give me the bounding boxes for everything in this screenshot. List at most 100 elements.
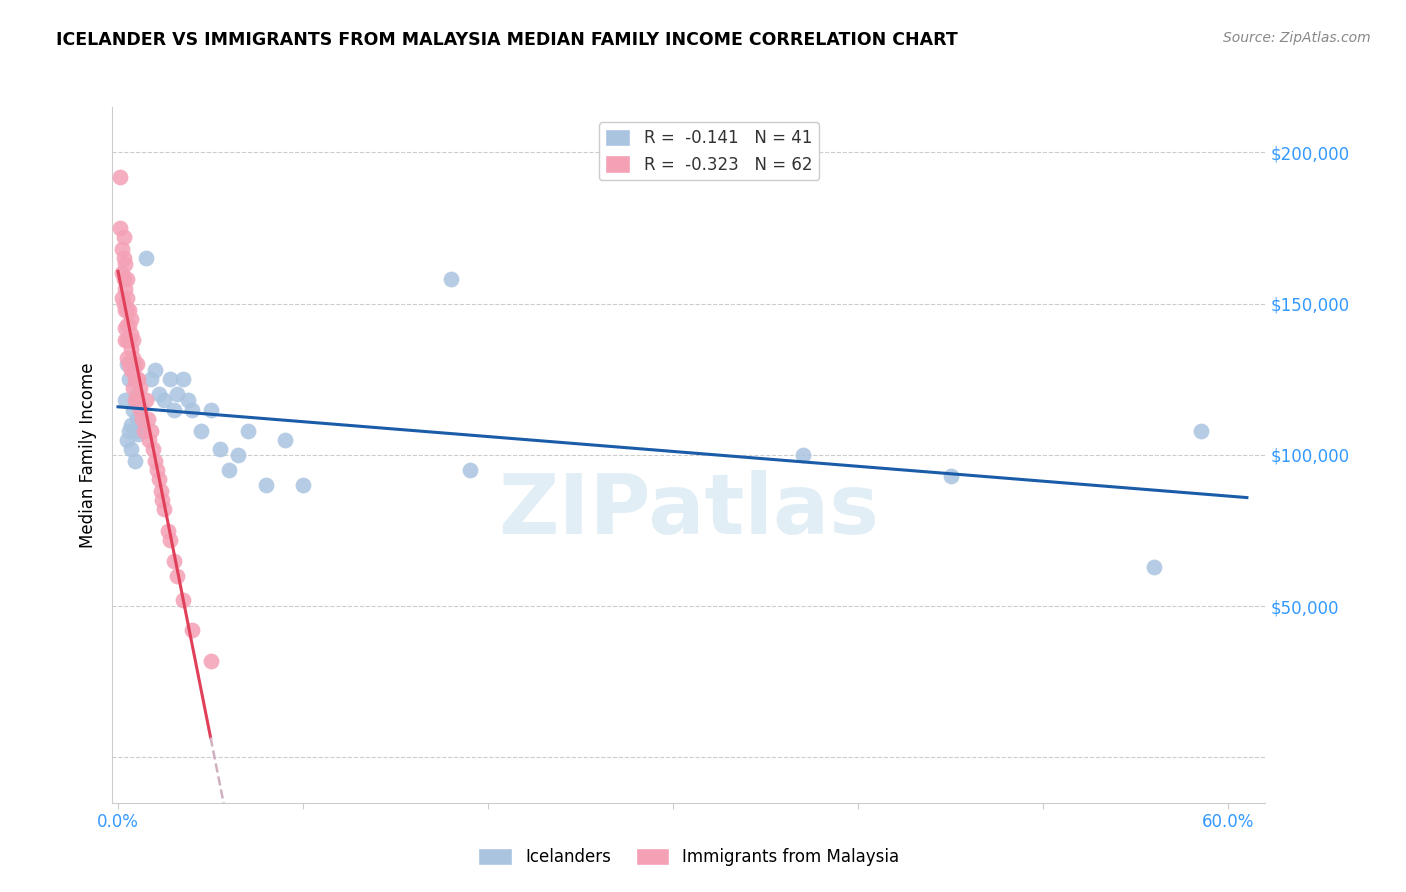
Point [111,242,134,256]
Point [131,424,153,438]
Point [117,318,139,332]
Point [177,393,200,408]
Point [172,593,194,607]
Point [181,624,204,638]
Point [149,484,172,499]
Point [148,387,170,401]
Point [200,402,222,417]
Point [141,372,163,386]
Text: ZIPatlas: ZIPatlas [499,470,879,551]
Point [141,424,163,438]
Point [117,272,139,286]
Point [162,554,184,568]
Text: ICELANDER VS IMMIGRANTS FROM MALAYSIA MEDIAN FAMILY INCOME CORRELATION CHART: ICELANDER VS IMMIGRANTS FROM MALAYSIA ME… [56,31,957,49]
Point [111,291,134,305]
Y-axis label: Median Family Income: Median Family Income [79,362,97,548]
Point [162,402,184,417]
Point [120,417,142,432]
Point [120,363,142,377]
Point [153,393,176,408]
Point [125,411,148,425]
Point [120,342,142,356]
Point [166,569,188,583]
Text: Source: ZipAtlas.com: Source: ZipAtlas.com [1223,31,1371,45]
Point [118,333,141,347]
Point [121,381,143,395]
Point [121,363,143,377]
Point [124,357,146,371]
Point [146,463,169,477]
Point [148,472,170,486]
Point [142,442,165,456]
Point [112,296,135,310]
Point [156,524,179,538]
Point [440,272,463,286]
Point [135,252,157,266]
Point [153,502,176,516]
Point [939,469,962,483]
Point [127,393,149,408]
Point [129,402,152,417]
Point [117,291,139,305]
Point [218,463,240,477]
Point [114,333,136,347]
Point [117,351,139,365]
Point [159,372,181,386]
Point [121,333,143,347]
Point [118,357,141,371]
Point [124,454,146,468]
Point [792,448,814,462]
Point [124,372,146,386]
Point [127,372,149,386]
Point [143,454,166,468]
Legend: Icelanders, Immigrants from Malaysia: Icelanders, Immigrants from Malaysia [471,841,907,873]
Point [129,381,152,395]
Point [114,321,136,335]
Point [236,424,259,438]
Point [120,442,142,456]
Point [458,463,481,477]
Point [121,351,143,365]
Point [117,433,139,447]
Point [112,230,135,244]
Point [127,426,149,441]
Point [228,448,250,462]
Point [136,411,159,425]
Point [125,357,148,371]
Point [152,493,174,508]
Point [172,372,194,386]
Point [166,387,188,401]
Point [125,372,148,386]
Point [114,257,136,271]
Point [108,169,131,184]
Point [190,424,212,438]
Point [118,372,141,386]
Point [112,272,135,286]
Point [114,393,136,408]
Point [254,478,277,492]
Point [200,654,222,668]
Point [124,424,146,438]
Point [111,267,134,281]
Point [208,442,231,456]
Point [1189,424,1212,438]
Point [117,333,139,347]
Point [114,302,136,317]
Point [118,318,141,332]
Legend: R =  -0.141   N = 41, R =  -0.323   N = 62: R = -0.141 N = 41, R = -0.323 N = 62 [599,122,818,180]
Point [131,411,153,425]
Point [125,393,148,408]
Point [117,302,139,317]
Point [118,424,141,438]
Point [124,393,146,408]
Point [181,402,204,417]
Point [117,357,139,371]
Point [159,533,181,547]
Point [132,424,155,438]
Point [120,311,142,326]
Point [120,326,142,341]
Point [129,400,152,414]
Point [292,478,315,492]
Point [1143,559,1166,574]
Point [108,221,131,235]
